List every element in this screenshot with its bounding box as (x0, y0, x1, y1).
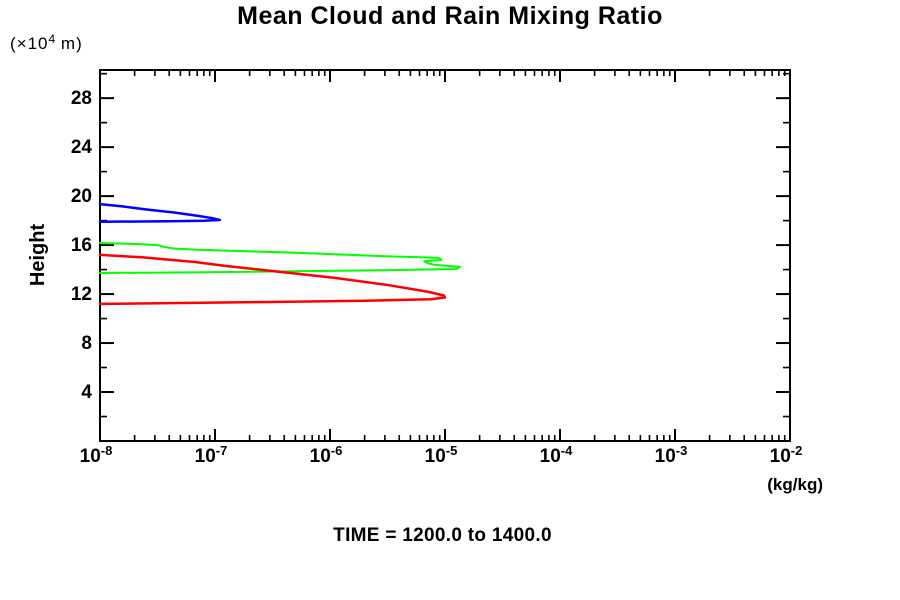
y-tick-label: 4 (81, 382, 92, 403)
x-tick-label: 10-4 (540, 443, 573, 467)
y-axis-unit-suffix: m) (55, 34, 83, 53)
y-axis-unit-label: (×104 m) (10, 32, 83, 54)
y-tick-label: 24 (71, 137, 93, 158)
blue-profile-line (98, 202, 222, 224)
x-tick-label: 10-7 (195, 443, 228, 467)
time-caption: TIME = 1200.0 to 1400.0 (333, 525, 552, 546)
x-tick-label: 10-6 (310, 443, 343, 467)
y-tick-label: 8 (81, 333, 92, 354)
y-axis-unit-prefix: (×10 (10, 34, 49, 53)
x-tick-label: 10-8 (80, 443, 113, 467)
chart-title: Mean Cloud and Rain Mixing Ratio (237, 2, 663, 30)
x-tick-label: 10-5 (425, 443, 458, 467)
plot-frame (99, 69, 791, 442)
y-tick-label: 12 (71, 284, 92, 305)
y-tick-label: 28 (71, 88, 92, 109)
y-axis-unit-exponent: 4 (48, 32, 56, 46)
red-profile-line (98, 253, 447, 306)
x-tick-label: 10-2 (770, 443, 803, 467)
green-profile-line (99, 242, 461, 274)
y-tick-label: 16 (71, 235, 92, 256)
y-tick-label: 20 (71, 186, 92, 207)
x-axis-unit-label: (kg/kg) (767, 475, 823, 494)
x-tick-label: 10-3 (655, 443, 688, 467)
